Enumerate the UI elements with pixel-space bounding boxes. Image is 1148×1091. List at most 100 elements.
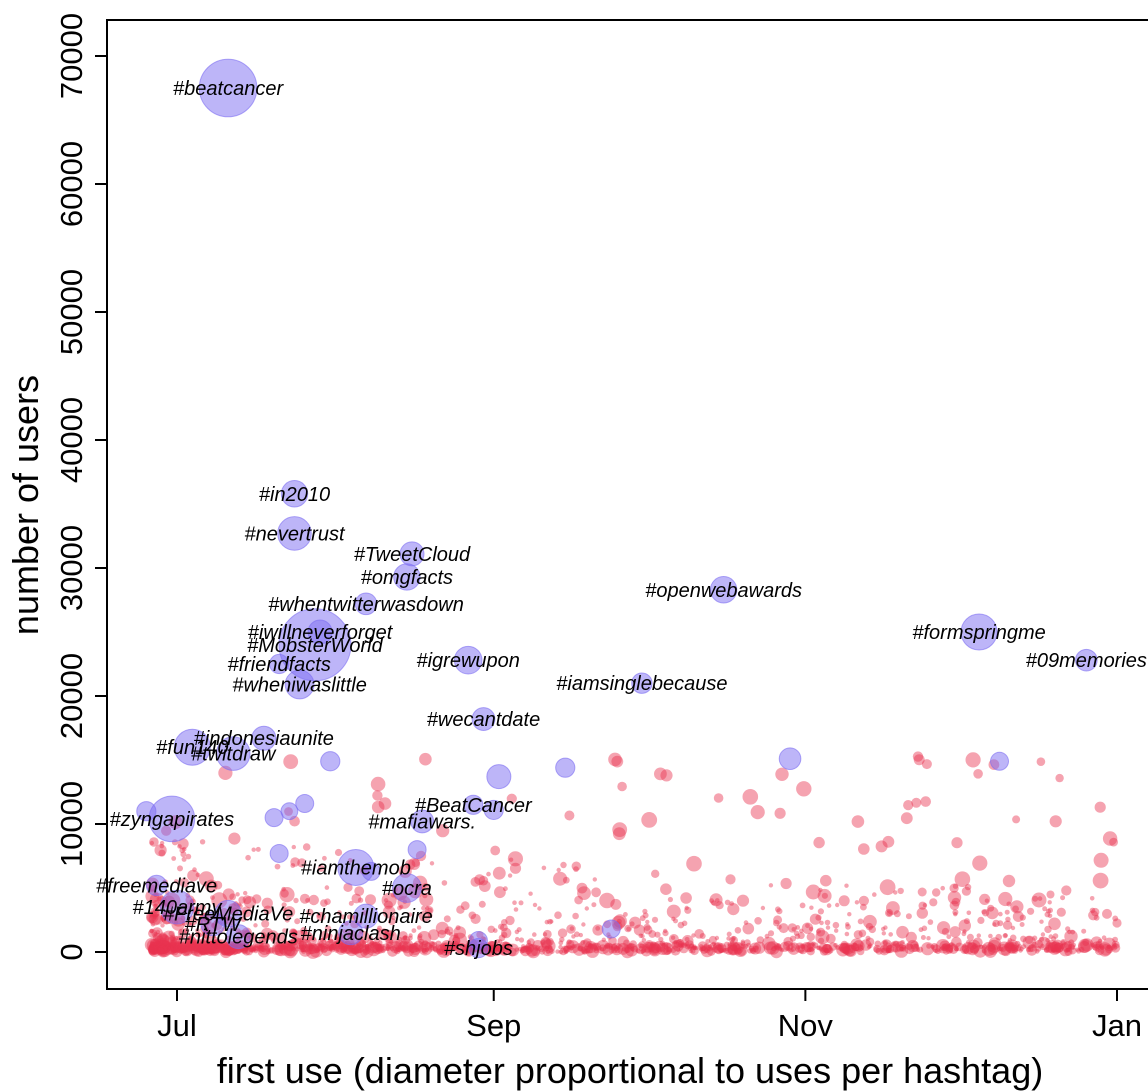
hashtag-point [173, 942, 184, 953]
hashtag-point [351, 947, 360, 955]
hashtag-point [886, 942, 891, 947]
hashtag-point [290, 928, 298, 936]
hashtag-point [752, 945, 759, 953]
highlighted-hashtag-point [483, 799, 504, 821]
hashtag-point [783, 940, 794, 952]
label-beatcancer: #BeatCancer [415, 795, 533, 817]
hashtag-point [564, 810, 575, 821]
label-iwillneverforget: #iwillneverforget [248, 622, 394, 644]
hashtag-point [385, 936, 391, 941]
hashtag-point [659, 940, 666, 947]
hashtag-point [845, 923, 851, 930]
hashtag-point [595, 940, 611, 955]
bubble-friendfacts [269, 653, 290, 675]
hashtag-point [681, 935, 694, 947]
hashtag-point [941, 927, 950, 936]
hashtag-point [308, 946, 314, 952]
hashtag-point [402, 941, 412, 951]
hashtag-point [976, 933, 981, 938]
hashtag-point [1100, 945, 1105, 950]
hashtag-point [261, 919, 270, 928]
hashtag-point [362, 943, 367, 948]
hashtag-point [290, 863, 296, 868]
hashtag-point [785, 946, 790, 951]
hashtag-point [851, 815, 865, 828]
hashtag-point [150, 945, 155, 950]
hashtag-point [1037, 936, 1051, 951]
hashtag-point [188, 942, 201, 955]
hashtag-point [179, 942, 188, 951]
label-chamillionaire: #chamillionaire [299, 906, 432, 928]
hashtag-point [454, 942, 466, 954]
hashtag-point [155, 943, 161, 948]
hashtag-point [891, 941, 897, 947]
hashtag-point [852, 942, 858, 947]
hashtag-point [1093, 914, 1100, 921]
label-wecantdate: #wecantdate [427, 709, 540, 731]
hashtag-point [986, 942, 996, 952]
hashtag-point [351, 945, 356, 951]
hashtag-point [193, 946, 200, 952]
label-zyngapirates: #zyngapirates [110, 809, 235, 831]
hashtag-point [181, 945, 186, 950]
hashtag-point [494, 886, 506, 899]
hashtag-point [557, 928, 568, 938]
hashtag-point [707, 944, 713, 949]
hashtag-point [282, 944, 288, 950]
hashtag-point [624, 924, 632, 933]
hashtag-point [297, 858, 307, 868]
hashtag-point [179, 877, 190, 888]
hashtag-point [162, 944, 168, 949]
hashtag-point [1003, 942, 1014, 952]
hashtag-point [1098, 943, 1104, 949]
hashtag-point [428, 929, 440, 941]
hashtag-point [493, 944, 498, 949]
hashtag-point [175, 945, 181, 951]
hashtag-point [505, 942, 511, 948]
hashtag-point [408, 944, 413, 949]
hashtag-point [155, 929, 161, 935]
hashtag-point [1002, 933, 1008, 939]
hashtag-point [775, 767, 789, 781]
hashtag-point [711, 900, 717, 906]
hashtag-point [535, 945, 541, 950]
hashtag-point [506, 942, 511, 947]
hashtag-point [732, 942, 744, 954]
hashtag-point [614, 946, 621, 954]
hashtag-point [941, 943, 947, 949]
hashtag-point [780, 877, 792, 890]
hashtag-point [809, 913, 822, 925]
hashtag-point [440, 944, 447, 951]
hashtag-point [572, 944, 577, 949]
hashtag-point [196, 947, 202, 952]
hashtag-point [815, 930, 830, 945]
hashtag-point [703, 948, 709, 953]
hashtag-point [192, 867, 197, 872]
hashtag-point [577, 945, 584, 952]
hashtag-point [587, 943, 593, 949]
hashtag-point [612, 822, 628, 837]
hashtag-point [342, 947, 348, 952]
hashtag-point [608, 948, 615, 954]
hashtag-point [210, 942, 215, 947]
hashtag-point [599, 944, 607, 952]
hashtag-point [320, 942, 326, 947]
hashtag-point [789, 935, 797, 942]
bubble-shjobs [468, 938, 489, 959]
hashtag-point [638, 941, 646, 949]
hashtag-point [577, 886, 591, 900]
bubble-iamthemob [337, 849, 375, 887]
hashtag-point [417, 935, 423, 941]
hashtag-point [182, 948, 190, 956]
hashtag-point [1007, 938, 1012, 943]
hashtag-point [198, 944, 210, 955]
hashtag-point [540, 939, 546, 945]
hashtag-point [857, 943, 862, 949]
hashtag-point [349, 947, 355, 952]
hashtag-point [547, 918, 553, 925]
hashtag-point [650, 941, 657, 948]
hashtag-point [1106, 944, 1112, 949]
hashtag-point [628, 943, 635, 950]
hashtag-point [324, 940, 330, 947]
plot-frame [106, 19, 1148, 990]
